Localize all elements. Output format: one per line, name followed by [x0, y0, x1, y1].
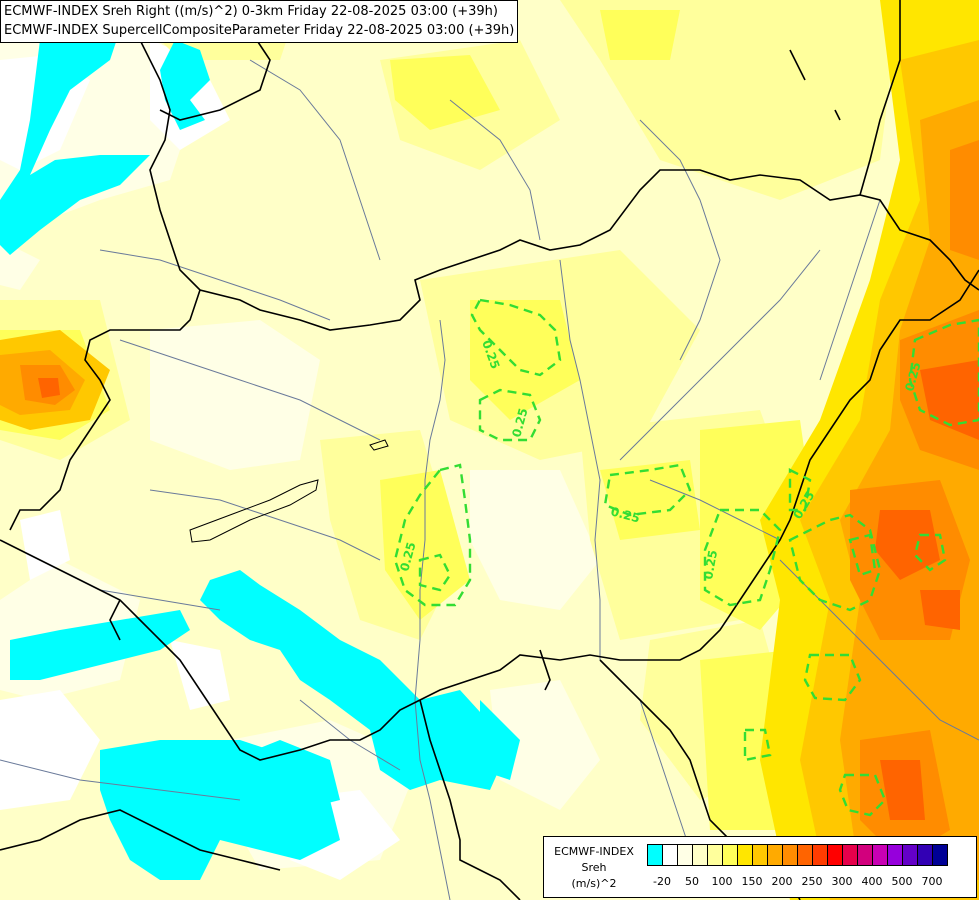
legend-swatch	[903, 844, 918, 866]
legend-ticks: -20 50 100 150 200 250 300 400 500 700	[640, 875, 976, 891]
color-legend: ECMWF-INDEX Sreh (m/s)^2 -20 50 100 150 200 2…	[543, 836, 977, 898]
legend-swatch	[693, 844, 708, 866]
legend-tick-label: 250	[801, 875, 823, 888]
title-line-scp: ECMWF-INDEX SupercellCompositeParameter …	[4, 23, 515, 38]
legend-swatch	[888, 844, 903, 866]
lake-balaton	[189, 479, 319, 543]
legend-swatch	[918, 844, 933, 866]
legend-swatch	[648, 844, 663, 866]
legend-swatch	[723, 844, 738, 866]
map-title: ECMWF-INDEX Sreh Right ((m/s)^2) 0-3km F…	[0, 0, 519, 43]
legend-swatch	[873, 844, 888, 866]
scp-contours	[393, 298, 979, 817]
legend-tick-label: 500	[891, 875, 913, 888]
legend-unit: (m/s)^2	[571, 877, 617, 890]
legend-swatch	[828, 844, 843, 866]
contour-label: 0.25	[701, 549, 720, 581]
legend-swatch	[843, 844, 858, 866]
legend-swatch	[738, 844, 753, 866]
legend-source: ECMWF-INDEX	[554, 845, 634, 858]
legend-swatch	[753, 844, 768, 866]
legend-swatch	[783, 844, 798, 866]
legend-swatch	[933, 844, 948, 866]
west-hotspot	[0, 330, 110, 430]
legend-tick-label: 400	[861, 875, 883, 888]
legend-swatch	[678, 844, 693, 866]
cyan-zones	[0, 20, 520, 880]
legend-swatches	[647, 844, 948, 866]
legend-tick-label: 50	[685, 875, 699, 888]
legend-swatch	[813, 844, 828, 866]
legend-swatch	[798, 844, 813, 866]
legend-tick-label: 100	[711, 875, 733, 888]
legend-tick-label: 700	[921, 875, 943, 888]
legend-swatch	[768, 844, 783, 866]
legend-tick-label: 200	[771, 875, 793, 888]
legend-swatch	[858, 844, 873, 866]
legend-tick-label: -20	[653, 875, 671, 888]
east-zones	[760, 0, 979, 900]
legend-tick-label: 300	[831, 875, 853, 888]
lake	[369, 439, 389, 451]
legend-parameter: Sreh	[581, 861, 607, 874]
legend-swatch	[663, 844, 678, 866]
legend-title: ECMWF-INDEX Sreh (m/s)^2	[546, 844, 642, 892]
legend-swatch	[708, 844, 723, 866]
legend-tick-label: 150	[741, 875, 763, 888]
title-line-sreh: ECMWF-INDEX Sreh Right ((m/s)^2) 0-3km F…	[4, 4, 498, 19]
